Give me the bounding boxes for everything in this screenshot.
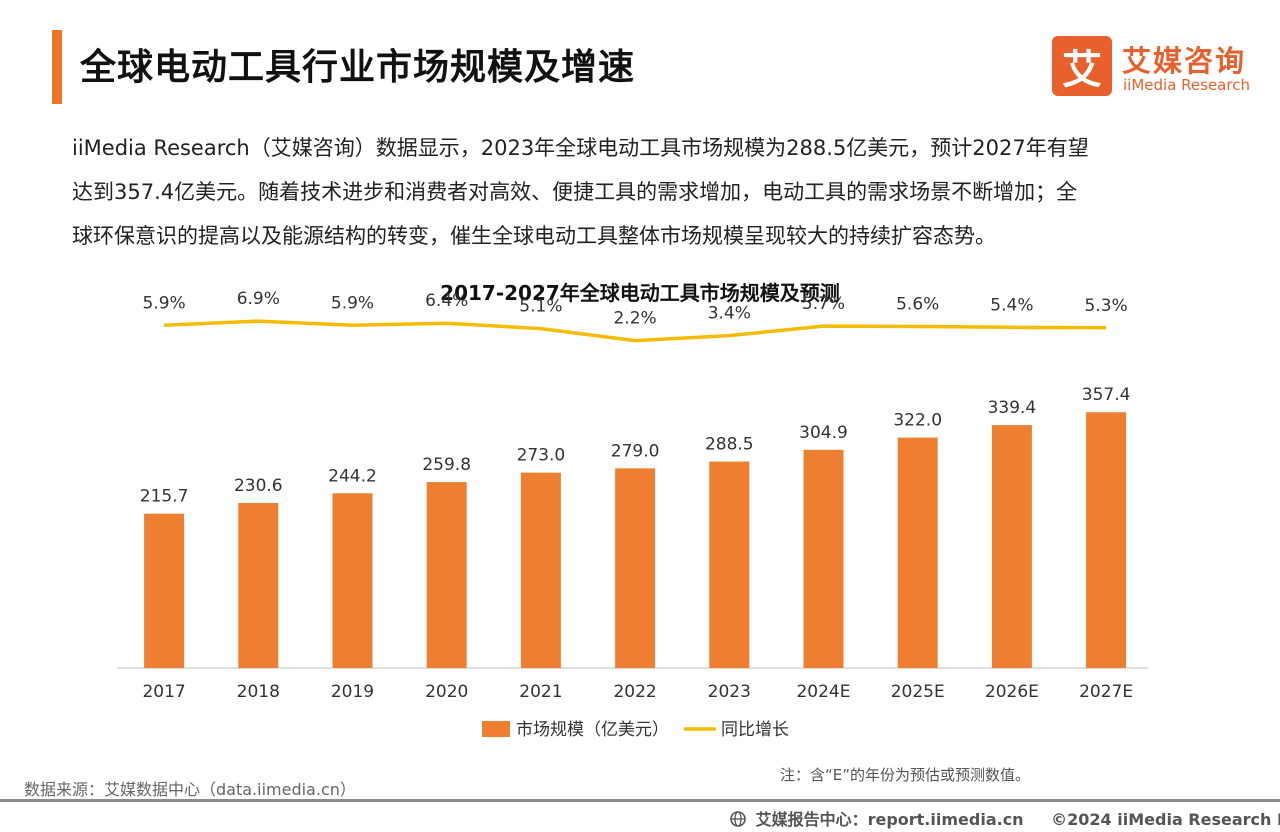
x-tick-label: 2026E [985,682,1039,702]
legend-bar-label: 市场规模（亿美元） [516,720,669,740]
copyright: ©2024 iiMedia Research Inc [1051,810,1280,829]
x-tick-label: 2022 [613,682,656,702]
bar-2026E [992,425,1032,668]
globe-icon [730,811,746,827]
bar-2027E [1086,412,1126,668]
forecast-note: 注：含“E”的年份为预估或预测数值。 [780,764,1030,785]
growth-rate-label: 6.9% [237,289,280,309]
bar-2022 [615,468,655,668]
bar-2017 [144,514,184,668]
x-tick-label: 2021 [519,682,562,702]
bar-value-label: 244.2 [328,466,377,486]
bar-2018 [238,503,278,668]
bar-2023 [709,462,749,668]
bar-value-label: 215.7 [140,487,189,507]
x-tick-label: 2023 [708,682,751,702]
x-tick-label: 2027E [1079,682,1133,702]
bar-2020 [427,482,467,668]
bar-2019 [333,493,373,668]
bar-value-label: 288.5 [705,435,754,455]
bar-2025E [898,438,938,668]
legend: 市场规模（亿美元） 同比增长 [482,720,789,740]
x-tick-label: 2024E [796,682,850,702]
x-axis-tick-labels: 2017 2018 2019 2020 2021 2022 2023 2024E 2025E 20… [142,682,1133,702]
growth-rate-label: 5.9% [331,293,374,313]
growth-rate-label: 3.4% [708,304,751,324]
x-tick-label: 2018 [237,682,280,702]
x-tick-label: 2025E [891,682,945,702]
bar-value-label: 357.4 [1082,385,1131,405]
x-tick-label: 2017 [142,682,185,702]
report-center-link[interactable]: 艾媒报告中心：report.iimedia.cn [756,810,1024,829]
growth-rate-label: 2.2% [613,309,656,329]
growth-rate-label: 5.4% [990,295,1033,315]
growth-rate-label: 5.9% [142,293,185,313]
bar-value-label: 230.6 [234,476,283,496]
growth-rate-label: 6.4% [425,291,468,311]
bar-value-label: 339.4 [988,398,1037,418]
footer-divider [0,799,1280,802]
bar-value-label: 279.0 [611,441,660,461]
x-tick-label: 2020 [425,682,468,702]
x-tick-label: 2019 [331,682,374,702]
data-source: 数据来源：艾媒数据中心（data.iimedia.cn） [24,776,356,800]
bar-value-label: 259.8 [422,455,471,475]
bar-value-label: 273.0 [517,446,566,466]
growth-rate-label: 5.6% [896,295,939,315]
growth-rate-label: 5.3% [1084,296,1127,316]
market-size-chart: 215.7 230.6 244.2 259.8 273.0 279.0 288.5 304.9… [0,0,1280,760]
footer-bar: 艾媒报告中心：report.iimedia.cn ©2024 iiMedia R… [730,806,1280,830]
legend-line-label: 同比增长 [721,720,789,740]
bar-value-label: 322.0 [893,411,942,431]
bar-2021 [521,473,561,668]
growth-rate-label: 5.1% [519,297,562,317]
legend-bar-swatch [482,721,510,737]
bar-2024E [804,450,844,668]
bar-value-label: 304.9 [799,423,848,443]
growth-rate-label: 5.7% [802,294,845,314]
